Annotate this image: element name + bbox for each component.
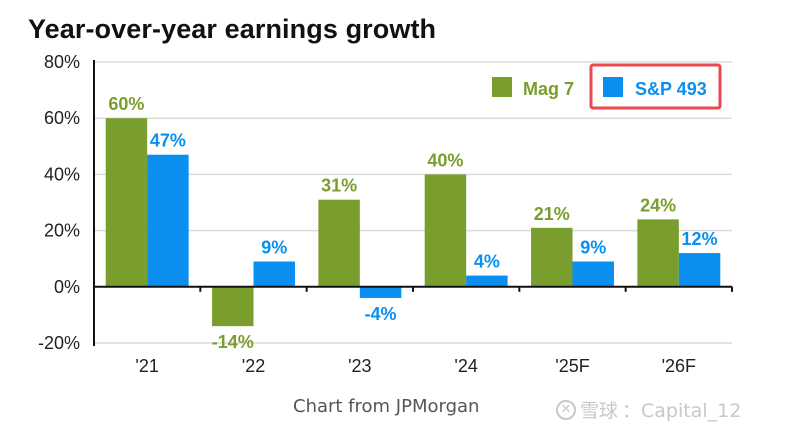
bar-s-p-493 bbox=[678, 253, 721, 287]
value-label: 60% bbox=[108, 94, 144, 114]
bar-mag-7 bbox=[105, 118, 148, 287]
x-tick-label: '23 bbox=[348, 356, 371, 376]
y-tick-label: 0% bbox=[54, 277, 80, 297]
value-label: 40% bbox=[427, 150, 463, 170]
legend-swatch-sp493 bbox=[603, 77, 623, 97]
legend-label-sp493: S&P 493 bbox=[635, 79, 707, 99]
bars bbox=[105, 118, 721, 327]
value-labels: 60% -14% 31% 40% 21% 24% 47% 9% -4% 4% 9% 12% bbox=[108, 94, 717, 352]
chart-title: Year-over-year earnings growth bbox=[28, 14, 437, 44]
y-tick-label: 40% bbox=[44, 164, 80, 184]
chart-source: Chart from JPMorgan bbox=[293, 396, 480, 417]
watermark-brand: 雪球 bbox=[580, 400, 619, 422]
value-label: 9% bbox=[580, 238, 606, 258]
bar-mag-7 bbox=[637, 219, 679, 287]
x-tick-label: '26F bbox=[662, 356, 696, 376]
bar-mag-7 bbox=[531, 227, 573, 287]
bar-mag-7 bbox=[212, 286, 254, 327]
snowball-logo-icon: ✕ bbox=[556, 399, 576, 420]
value-label: 24% bbox=[640, 195, 676, 215]
axes bbox=[93, 60, 733, 346]
value-label: -14% bbox=[212, 332, 254, 352]
bar-s-p-493 bbox=[147, 154, 189, 287]
y-tick-label: -20% bbox=[38, 333, 80, 353]
value-label: -4% bbox=[365, 304, 397, 324]
x-tick-labels: '21 '22 '23 '24 '25F '26F bbox=[135, 356, 696, 376]
value-label: 4% bbox=[474, 252, 500, 272]
x-tick-label: '24 bbox=[454, 356, 477, 376]
y-tick-label: 80% bbox=[44, 52, 80, 72]
legend-highlight-box bbox=[589, 63, 722, 110]
y-tick-label: 60% bbox=[44, 108, 80, 128]
bar-s-p-493 bbox=[466, 275, 508, 287]
legend-label-mag7: Mag 7 bbox=[523, 79, 574, 99]
value-label: 21% bbox=[534, 204, 570, 224]
value-label: 12% bbox=[682, 229, 718, 249]
x-tick-label: '21 bbox=[135, 356, 158, 376]
gridlines bbox=[94, 61, 732, 344]
x-tick-label: '22 bbox=[242, 356, 265, 376]
legend: Mag 7 S&P 493 bbox=[492, 63, 722, 110]
bar-mag-7 bbox=[318, 199, 360, 287]
bar-s-p-493 bbox=[572, 261, 614, 287]
watermark: ✕ 雪球 ：Capital_12 bbox=[556, 396, 741, 423]
bar-s-p-493 bbox=[359, 286, 402, 299]
y-tick-labels: 80% 60% 40% 20% 0% -20% bbox=[38, 52, 80, 353]
value-label: 47% bbox=[150, 131, 186, 151]
legend-swatch-mag7 bbox=[492, 77, 512, 97]
bar-mag-7 bbox=[424, 174, 467, 287]
value-label: 31% bbox=[321, 176, 357, 196]
watermark-user: ：Capital_12 bbox=[622, 400, 742, 422]
y-tick-label: 20% bbox=[44, 221, 80, 241]
bar-s-p-493 bbox=[253, 261, 295, 287]
value-label: 9% bbox=[261, 238, 287, 258]
x-tick-label: '25F bbox=[555, 356, 589, 376]
